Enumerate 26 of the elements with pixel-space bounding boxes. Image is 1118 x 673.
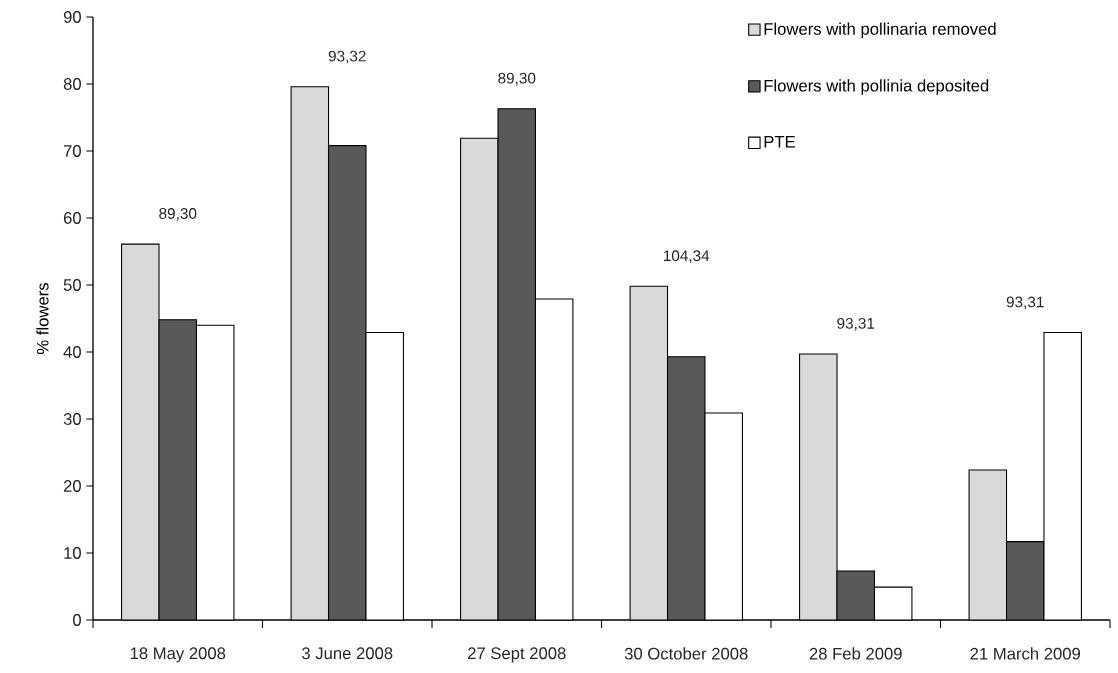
- x-tick-label: 3 June 2008: [302, 647, 393, 660]
- legend-label: PTE: [764, 136, 795, 148]
- y-tick-label: 40: [63, 346, 81, 358]
- y-tick-label: 90: [63, 11, 81, 23]
- x-tick-label: 28 Feb 2009: [809, 647, 902, 660]
- y-tick-label: 60: [63, 212, 81, 224]
- legend-label: Flowers with pollinaria removed: [764, 22, 996, 39]
- x-tick-label: 21 March 2009: [970, 647, 1081, 660]
- x-tick-label: 27 Sept 2008: [468, 647, 566, 663]
- y-tick-label: 10: [64, 547, 81, 559]
- annotation: 89,30: [159, 208, 197, 221]
- annotation: 93,31: [837, 317, 875, 331]
- annotation: 93,32: [328, 50, 366, 64]
- annotation: 93,31: [1006, 296, 1044, 310]
- y-axis-title: % flowers: [36, 282, 49, 355]
- y-tick-label: 50: [63, 279, 81, 291]
- y-tick-label: 80: [63, 78, 81, 90]
- annotation: 89,30: [498, 72, 536, 86]
- y-tick-label: 70: [63, 145, 81, 157]
- legend-label: Flowers with pollinia deposited: [764, 79, 989, 95]
- annotation: 104,34: [663, 250, 710, 263]
- y-tick-label: 0: [73, 614, 81, 626]
- y-tick-label: 30: [63, 413, 81, 425]
- y-tick-label: 20: [63, 480, 81, 492]
- x-tick-label: 30 October 2008: [624, 647, 748, 660]
- x-tick-label: 18 May 2008: [130, 647, 226, 663]
